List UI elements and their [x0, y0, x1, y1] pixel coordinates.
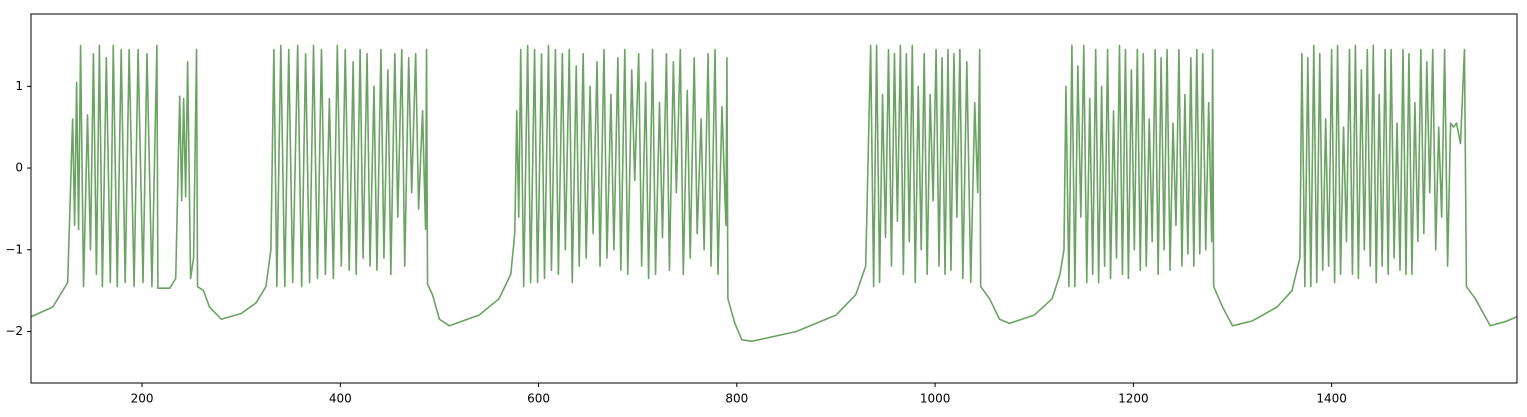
x-tick-label: 1000	[920, 392, 951, 406]
y-tick-label: −2	[5, 324, 23, 338]
plot-frame	[30, 13, 1518, 384]
y-tick-label: −1	[5, 242, 23, 256]
y-tick-label: 1	[15, 79, 23, 93]
x-tick-label: 1200	[1118, 392, 1149, 406]
x-tick-label: 400	[329, 392, 352, 406]
x-tick-label: 1400	[1316, 392, 1347, 406]
x-tick-label: 600	[527, 392, 550, 406]
data-line	[31, 44, 1517, 343]
x-tick-label: 200	[131, 392, 154, 406]
x-tick-label: 800	[725, 392, 748, 406]
y-tick-label: 0	[15, 161, 23, 175]
